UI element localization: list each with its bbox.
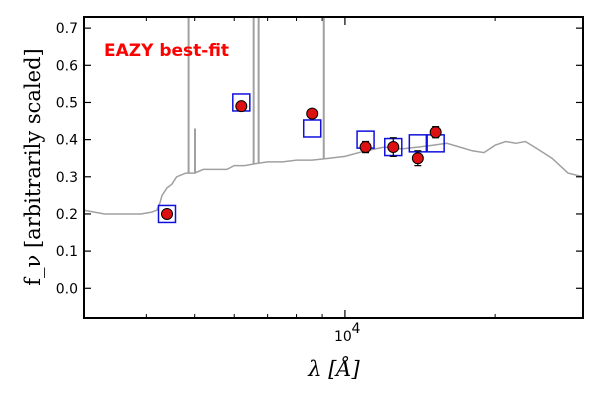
plot-area xyxy=(84,17,583,224)
y-tick-label: 0.2 xyxy=(56,207,78,223)
y-tick-label: 0.1 xyxy=(56,244,78,260)
annotation-label: EAZY best-fit xyxy=(104,41,229,61)
observed-flux-point xyxy=(429,126,442,139)
observed-flux-point xyxy=(306,107,319,120)
y-tick-label: 0.6 xyxy=(56,58,78,74)
observed-flux-point xyxy=(160,207,173,220)
observed-flux-point xyxy=(387,141,400,154)
y-tick-label: 0.7 xyxy=(56,21,78,37)
observed-flux-point xyxy=(359,141,372,154)
model-flux-marker xyxy=(408,134,428,153)
x-axis-label: λ [Å] xyxy=(307,356,360,381)
axes-border xyxy=(83,16,584,319)
ticks: 0.0 0.1 0.2 0.3 0.4 0.5 0.6 0.7 10 4 xyxy=(56,17,584,345)
model-flux-marker xyxy=(157,204,177,224)
y-tick-label: 0.3 xyxy=(56,170,78,186)
axes-frame xyxy=(83,16,584,319)
y-axis-label: f_ν [arbitrarily scaled] xyxy=(21,48,45,285)
model-flux-marker xyxy=(302,119,322,138)
observed-flux-point xyxy=(235,100,248,113)
x-tick-label: 10 xyxy=(334,329,352,345)
y-tick-label: 0.0 xyxy=(56,281,78,297)
y-tick-label: 0.4 xyxy=(56,133,78,149)
x-tick-exponent: 4 xyxy=(351,321,360,337)
observed-flux-point xyxy=(411,152,424,165)
y-tick-label: 0.5 xyxy=(56,95,78,111)
sed-template-line xyxy=(84,140,583,215)
plot-clip-group xyxy=(84,17,583,224)
